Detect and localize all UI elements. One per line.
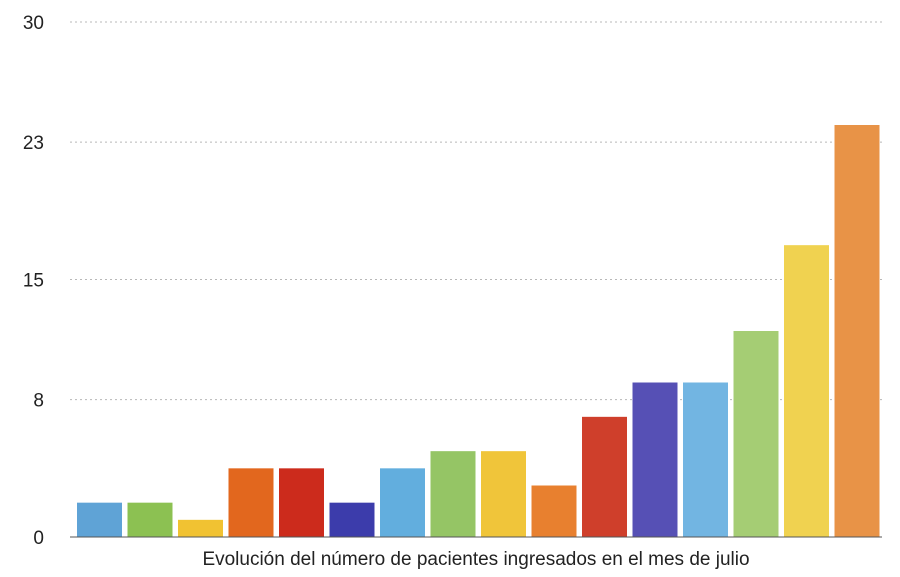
bar: [784, 245, 829, 537]
x-axis-label: Evolución del número de pacientes ingres…: [202, 549, 749, 570]
bars: [77, 125, 880, 537]
y-tick-label: 15: [23, 271, 44, 292]
y-tick-label: 0: [33, 528, 44, 549]
y-tick-label: 8: [33, 391, 44, 412]
bar: [380, 468, 425, 537]
bar: [834, 125, 880, 537]
bar: [683, 382, 728, 537]
y-tick-label: 30: [23, 13, 44, 34]
bar: [632, 382, 678, 537]
bar: [733, 331, 779, 537]
bar: [127, 502, 173, 537]
bar: [329, 502, 375, 537]
bar: [178, 519, 223, 537]
bar: [77, 502, 122, 537]
bar: [582, 416, 627, 537]
bar: [228, 468, 274, 537]
y-tick-label: 23: [23, 133, 44, 154]
bar: [279, 468, 324, 537]
bar: [430, 451, 476, 537]
bar: [531, 485, 577, 537]
bar: [481, 451, 526, 537]
y-axis-ticks: 0 8 15 23 30: [23, 13, 44, 549]
